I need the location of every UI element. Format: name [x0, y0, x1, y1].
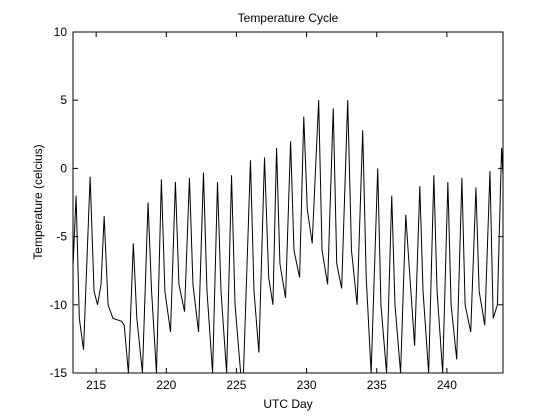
- y-tick-label: -10: [50, 298, 68, 312]
- x-tick-label: 225: [226, 378, 246, 392]
- y-tick-label: -5: [56, 230, 67, 244]
- x-tick-label: 235: [367, 378, 387, 392]
- y-tick-label: -15: [50, 366, 68, 380]
- chart-title: Temperature Cycle: [238, 11, 339, 25]
- y-tick-label: 5: [60, 93, 67, 107]
- x-tick-label: 220: [156, 378, 176, 392]
- y-tick-label: 10: [54, 25, 68, 39]
- x-tick-label: 230: [297, 378, 317, 392]
- x-tick-label: 240: [437, 378, 457, 392]
- x-tick-label: 215: [86, 378, 106, 392]
- data-line: [73, 100, 503, 373]
- y-tick-label: 0: [60, 161, 67, 175]
- x-axis-label: UTC Day: [263, 397, 312, 411]
- y-axis-label: Temperature (celcius): [31, 144, 45, 259]
